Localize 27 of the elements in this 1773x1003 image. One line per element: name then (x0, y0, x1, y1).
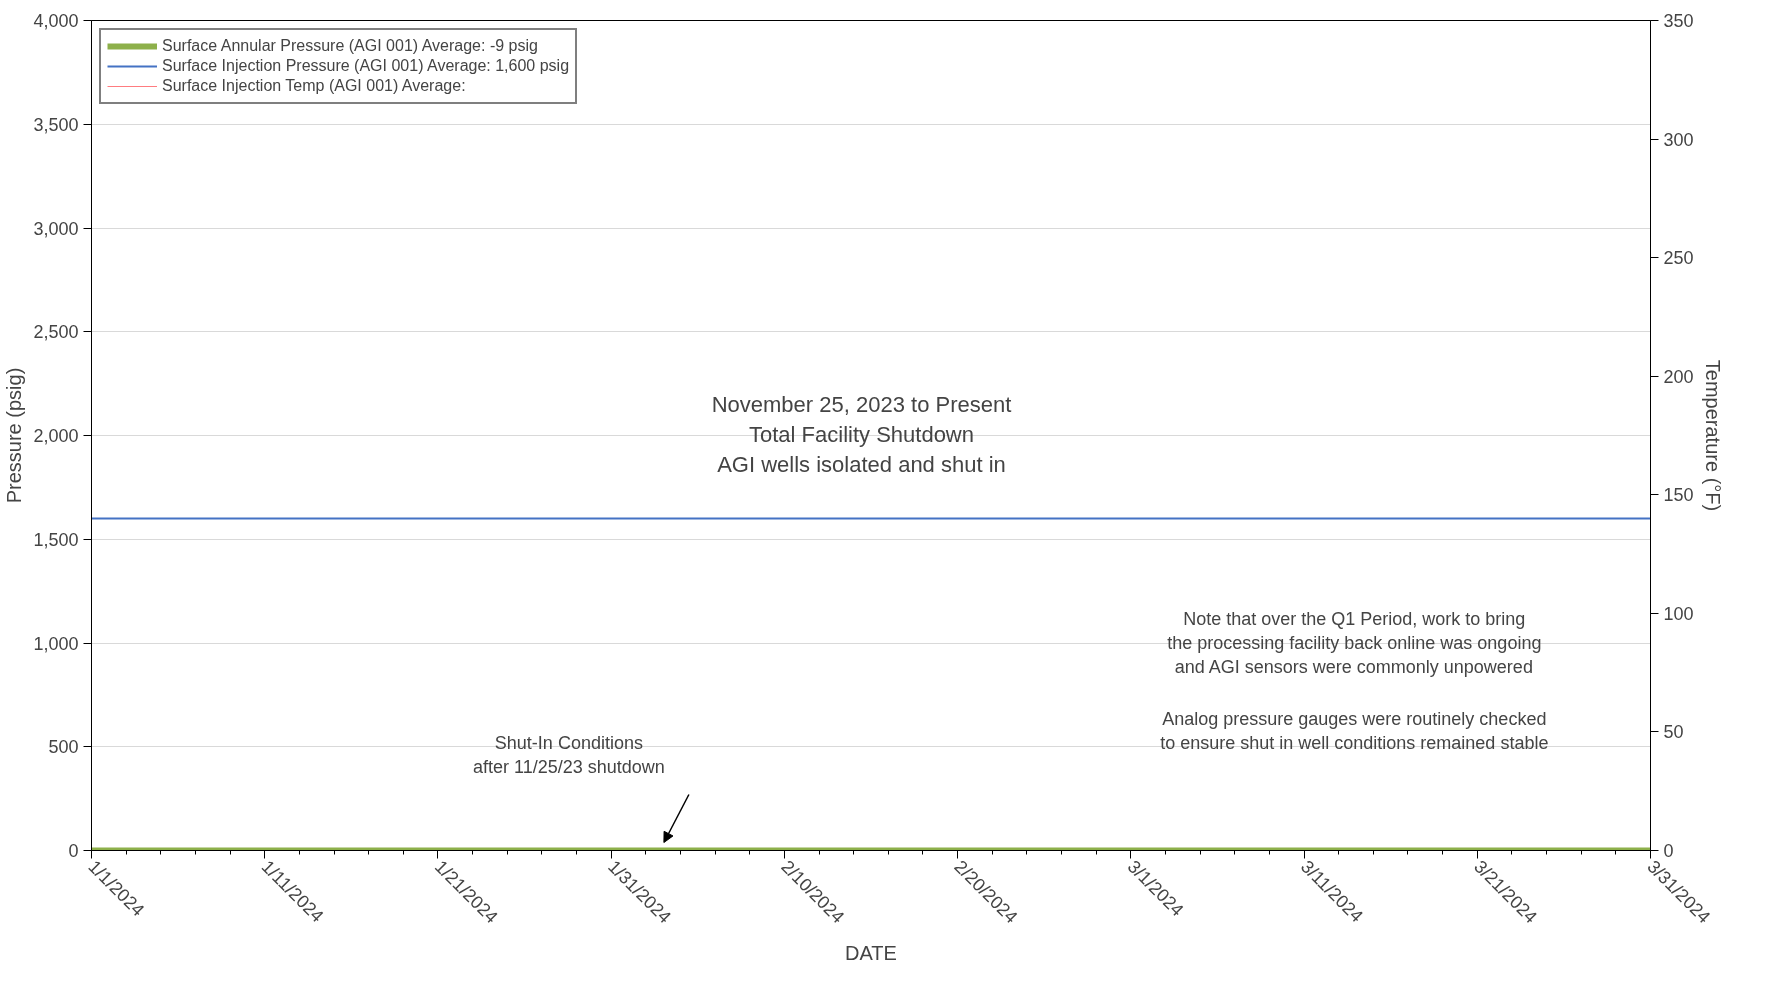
y-tick-label: 1,000 (33, 633, 79, 654)
y-tick-label: 0 (68, 841, 79, 861)
legend-label: Surface Injection Temp (AGI 001) Average: (162, 77, 466, 95)
y2-tick-label: 200 (1663, 366, 1694, 387)
y2-axis-title: Temperature (°F) (1701, 359, 1724, 512)
legend-label: Surface Injection Pressure (AGI 001) Average: 1,600 psig (162, 57, 570, 75)
y2-tick-label: 100 (1663, 603, 1694, 624)
y-tick-label: 3,000 (33, 218, 79, 239)
y2-tick-label: 150 (1663, 485, 1694, 506)
legend-label: Surface Annular Pressure (AGI 001) Average: -9 psig (162, 37, 538, 55)
y-tick-label: 1,500 (33, 529, 79, 550)
y2-tick-label: 250 (1663, 248, 1694, 269)
annotation: Shut-In Conditions after 11/25/23 shutdown (473, 732, 665, 777)
y2-tick-label: 300 (1663, 129, 1694, 150)
annotation: Note that over the Q1 Period, work to bring the processing facility back online was ongoing and AGI sensors were commonly unpowered (1167, 608, 1542, 677)
annotation: November 25, 2023 to Present Total Facility Shutdown AGI wells isolated and shut in (711, 392, 1012, 477)
y-axis-title: Pressure (psig) (3, 367, 26, 504)
y-tick-label: 4,000 (33, 11, 79, 31)
y2-tick-label: 0 (1663, 841, 1674, 861)
y2-tick-label: 350 (1663, 11, 1694, 31)
y-tick-label: 3,500 (33, 114, 79, 135)
x-axis-title: DATE (845, 942, 897, 965)
y-tick-label: 2,000 (33, 426, 79, 446)
y2-tick-label: 50 (1663, 722, 1684, 743)
y-tick-label: 2,500 (33, 322, 79, 343)
annotation: Analog pressure gauges were routinely checked to ensure shut in well conditions remained stable (1160, 708, 1549, 753)
y-tick-label: 500 (48, 737, 79, 758)
